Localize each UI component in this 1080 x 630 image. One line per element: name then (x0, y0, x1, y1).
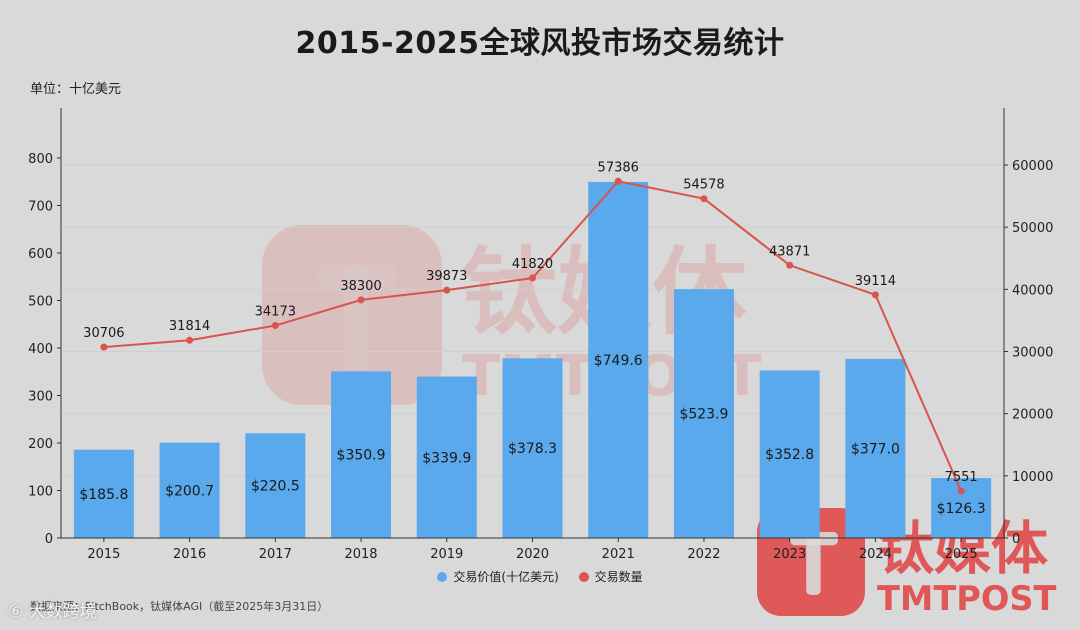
bar-value-label: $339.9 (422, 450, 471, 466)
x-tick-label: 2017 (259, 547, 292, 562)
line-point (786, 261, 794, 269)
watermark-logo-glyph-stem (806, 532, 821, 595)
legend-item-bar: 交易价值(十亿美元) (437, 568, 559, 585)
watermark-logo-glyph-stem (344, 265, 368, 370)
line-point (186, 336, 194, 344)
y-left-tick-label: 0 (45, 532, 53, 547)
y-right-tick-label: 40000 (1012, 283, 1053, 298)
y-left-tick-label: 300 (28, 390, 53, 405)
bar-value-label: $185.8 (79, 487, 128, 503)
line-value-label: 39873 (426, 269, 467, 284)
x-tick-label: 2021 (602, 547, 635, 562)
watermark-logo-square (262, 225, 442, 405)
line-value-label: 43871 (769, 244, 810, 259)
line-point (700, 195, 708, 203)
watermark-logo-glyph-top (317, 265, 397, 287)
x-tick-label: 2025 (945, 547, 978, 562)
bar (502, 358, 563, 538)
y-left-tick-label: 200 (28, 437, 53, 452)
legend-line-swatch (578, 571, 589, 582)
bar-value-labels: $185.8 $200.7 $220.5 $350.9 $339.9 $378.3 $749… (79, 353, 985, 517)
x-tick-label: 2019 (430, 547, 463, 562)
line-value-label: 41820 (512, 257, 553, 272)
bar-value-label: $352.8 (765, 447, 814, 463)
line-point (100, 343, 108, 351)
line-value-label: 54578 (683, 178, 724, 193)
x-tick-label: 2018 (344, 547, 377, 562)
y-right-tick-label: 0 (1012, 532, 1020, 547)
y-right-tick-label: 20000 (1012, 408, 1053, 423)
x-tick-label: 2023 (773, 547, 806, 562)
y-right-tick-label: 10000 (1012, 470, 1053, 485)
y-left-tick-label: 800 (28, 152, 53, 167)
legend-item-line: 交易数量 (578, 568, 643, 585)
y-left-tick-label: 400 (28, 342, 53, 357)
x-tick-label: 2024 (859, 547, 892, 562)
bar (245, 433, 306, 538)
bar (416, 376, 477, 538)
y-left-tick-label: 600 (28, 247, 53, 262)
bar-value-label: $200.7 (165, 483, 214, 499)
chart-title: 2015-2025全球风投市场交易统计 (295, 26, 785, 61)
bar-value-label: $220.5 (251, 479, 300, 495)
unit-label: 单位：十亿美元 (30, 82, 122, 97)
line-value-label: 31814 (169, 319, 210, 334)
corner-watermark-text: ⑥ 大数跨境 (8, 602, 97, 622)
bar-value-label: $350.9 (337, 448, 386, 464)
line-point (871, 291, 879, 299)
line-point (529, 274, 536, 282)
x-tick-label: 2015 (87, 547, 120, 562)
bar-series (73, 181, 992, 538)
bar-value-label: $126.3 (937, 501, 986, 517)
bar (159, 442, 220, 538)
y-left-tick-label: 700 (28, 200, 53, 215)
legend-line-label: 交易数量 (594, 570, 643, 584)
bar (673, 289, 734, 538)
legend: 交易价值(十亿美元) 交易数量 (0, 568, 1080, 585)
line-point (443, 286, 451, 294)
y-left-tick-label: 100 (28, 485, 53, 500)
bar-value-label: $377.0 (851, 441, 900, 457)
line-value-label: 39114 (855, 274, 896, 289)
y-right-tick-label: 30000 (1012, 346, 1053, 361)
line-value-label: 38300 (340, 279, 381, 294)
line-value-label: 30706 (83, 326, 124, 341)
bar (845, 358, 906, 538)
x-tick-label: 2022 (687, 547, 720, 562)
y-right-tick-label: 60000 (1012, 159, 1053, 174)
bar-value-label: $749.6 (594, 353, 643, 369)
line-series: 30706 31814 34173 38300 39873 41820 57386 54578… (83, 160, 978, 495)
line-value-label: 34173 (255, 305, 296, 320)
line-value-label: 57386 (598, 160, 639, 175)
bar (759, 370, 820, 538)
y-left-tick-label: 500 (28, 295, 53, 310)
bar-value-label: $523.9 (679, 407, 728, 423)
watermark-logo-sub: TMTPOST (877, 579, 1057, 618)
bar-value-label: $378.3 (508, 441, 557, 457)
line-point (271, 322, 279, 330)
x-tick-label: 2020 (516, 547, 549, 562)
bar (73, 449, 134, 538)
bar (588, 181, 649, 538)
bar (331, 371, 392, 538)
line-point (957, 487, 965, 495)
axes: 0 100 200 300 400 500 600 700 800 0 10000 20000 3000… (28, 108, 1053, 562)
x-tick-label: 2016 (173, 547, 206, 562)
line-point (614, 177, 622, 185)
source-note: 数据来源：PitchBook，钛媒体AGI（截至2025年3月31日） (30, 600, 329, 613)
line-point (357, 296, 365, 304)
y-right-tick-label: 50000 (1012, 221, 1053, 236)
legend-bar-label: 交易价值(十亿美元) (453, 570, 559, 584)
legend-bar-swatch (437, 571, 448, 582)
line-value-label: 7551 (945, 470, 978, 485)
